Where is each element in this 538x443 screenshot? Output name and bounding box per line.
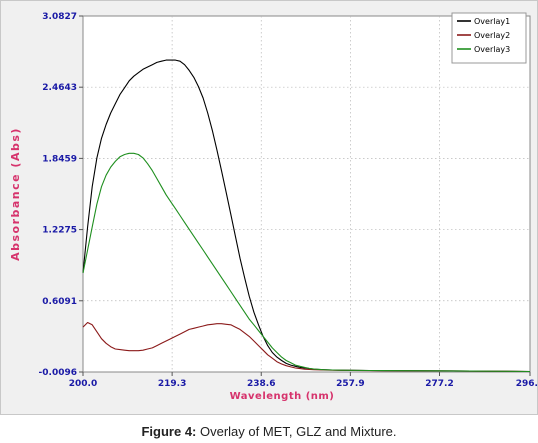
legend-label-overlay2: Overlay2 [474, 31, 510, 40]
y-tick-label: 1.8459 [42, 154, 77, 164]
legend-label-overlay3: Overlay3 [474, 45, 510, 54]
series-line-overlay2 [82, 321, 531, 373]
absorbance-chart: 200.0 219.3 238.6 257.9 277.2 296.8 -0.0096 0.6… [9, 12, 537, 402]
y-tick-label: 2.4643 [42, 83, 77, 93]
series-line-overlay3 [82, 152, 531, 373]
legend-label-overlay1: Overlay1 [474, 17, 510, 26]
figure-caption: Figure 4: Overlay of MET, GLZ and Mixtur… [0, 424, 538, 439]
y-tick-label: 1.2275 [42, 226, 77, 236]
y-axis-title: Absorbance (Abs) [9, 127, 22, 261]
x-tick-label: 296.8 [516, 379, 537, 389]
y-tick-label: 0.6091 [42, 297, 77, 307]
x-tick-label: 200.0 [69, 379, 97, 389]
tick-labels: 200.0 219.3 238.6 257.9 277.2 296.8 -0.0096 0.6… [39, 12, 537, 389]
x-tick-label: 219.3 [158, 379, 186, 389]
series-lines [82, 59, 531, 373]
y-tick-label: -0.0096 [39, 368, 77, 378]
caption-text: Overlay of MET, GLZ and Mixture. [196, 424, 397, 439]
x-tick-label: 257.9 [336, 379, 364, 389]
legend: Overlay1 Overlay2 Overlay3 [451, 12, 527, 64]
chart-figure: 200.0 219.3 238.6 257.9 277.2 296.8 -0.0096 0.6… [0, 0, 538, 415]
x-axis-title: Wavelength (nm) [230, 391, 335, 402]
grid [79, 15, 531, 376]
x-tick-label: 277.2 [425, 379, 453, 389]
caption-label: Figure 4: [141, 424, 197, 439]
plot-area [82, 15, 531, 373]
y-tick-label: 3.0827 [42, 12, 77, 22]
x-tick-label: 238.6 [247, 379, 275, 389]
